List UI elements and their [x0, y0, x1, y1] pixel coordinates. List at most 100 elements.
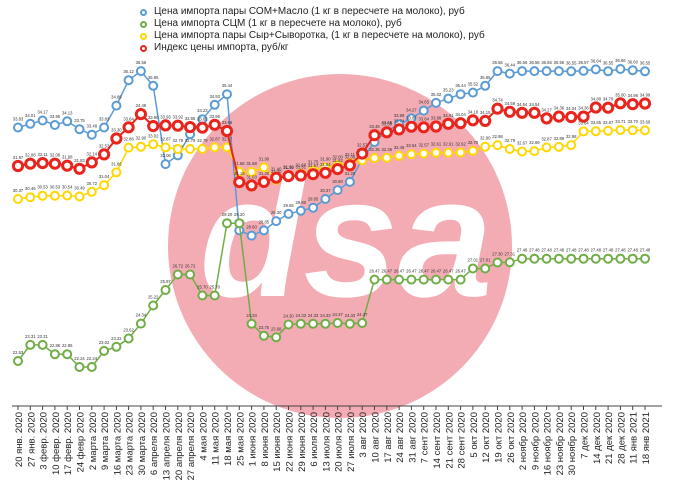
data-label: 30.72	[87, 181, 98, 186]
data-point	[122, 121, 135, 134]
data-point	[110, 132, 123, 145]
x-tick-label: 30 марта 2020	[137, 412, 148, 475]
data-label: 32.57	[418, 143, 429, 148]
data-label: 31.75	[308, 160, 319, 165]
data-label: 32.79	[505, 138, 516, 143]
data-label: 34.23	[197, 108, 208, 113]
x-tick-label: 18 мая 2020	[223, 412, 234, 466]
data-label: 34.15	[480, 110, 491, 115]
x-tick-label: 1 июня 2020	[248, 412, 259, 467]
x-tick-label: 17 авг 2020	[383, 412, 394, 463]
data-label: 26.47	[382, 269, 393, 274]
data-label: 32.87	[160, 136, 171, 141]
data-point	[491, 102, 504, 115]
data-label: 33.70	[627, 119, 638, 124]
data-point	[566, 140, 577, 151]
data-point	[73, 162, 86, 175]
data-label: 31.68	[234, 161, 245, 166]
data-label: 33.67	[603, 120, 614, 125]
data-point	[394, 274, 405, 285]
data-label: 31.30	[271, 169, 282, 174]
series-line	[17, 68, 646, 237]
x-tick-label: 28 дек 2020	[616, 412, 627, 464]
data-label: 33.84	[418, 116, 429, 121]
data-label: 26.72	[185, 264, 196, 269]
data-point	[455, 89, 466, 100]
data-point	[74, 362, 85, 372]
data-label: 23.31	[25, 334, 36, 339]
data-label: 31.04	[99, 174, 110, 179]
data-label: 36.56	[554, 60, 565, 65]
data-label: 22.86	[50, 343, 61, 348]
data-point	[627, 65, 638, 76]
data-point	[295, 318, 306, 329]
x-tick-label: 26 окт 2020	[506, 412, 517, 463]
data-point	[553, 253, 564, 264]
data-label: 24.33	[345, 313, 356, 318]
data-label: 34.89	[111, 95, 122, 100]
data-label: 36.56	[517, 60, 528, 65]
data-label: 32.87	[541, 136, 552, 141]
data-label: 33.75	[74, 118, 85, 123]
data-point	[517, 66, 528, 77]
data-point	[541, 142, 552, 153]
series-2: 30.37 30.46 30.53 30.53 30.54 30.4930.7231.04…	[13, 119, 651, 204]
data-label: 34.80	[591, 97, 602, 102]
data-label: 35.44	[222, 83, 233, 88]
data-point	[344, 176, 355, 187]
data-label: 25.22	[148, 295, 159, 300]
legend-marker-icon	[140, 44, 147, 52]
data-point	[492, 140, 503, 151]
data-point	[406, 274, 417, 285]
x-tick-label: 4 мая 2020	[198, 412, 209, 461]
data-label: 34.04	[455, 112, 466, 117]
data-point	[209, 142, 220, 153]
legend-item-som-butter: Цена импорта пары СОМ+Масло (1 кг в пере…	[140, 6, 485, 18]
data-point	[590, 253, 601, 264]
data-label: 22.86	[62, 343, 73, 348]
data-label: 36.12	[123, 69, 134, 74]
data-label: 36.55	[640, 60, 651, 65]
data-label: 22.53	[13, 350, 24, 355]
data-point	[517, 253, 528, 264]
data-point	[160, 285, 171, 295]
x-tick-label: 23 ноябр 2020	[555, 412, 566, 475]
data-point	[528, 106, 541, 119]
data-label: 27.48	[627, 248, 638, 253]
data-label: 32.86	[123, 137, 134, 142]
data-point	[86, 362, 97, 372]
data-point	[271, 332, 282, 343]
data-point	[566, 66, 577, 77]
data-label: 33.64	[578, 120, 589, 125]
legend: Цена импорта пары СОМ+Масло (1 кг в пере…	[140, 6, 485, 54]
data-point	[258, 162, 269, 173]
data-label: 36.56	[492, 60, 503, 65]
data-label: 24.33	[320, 313, 331, 318]
data-point	[418, 148, 429, 159]
data-label: 32.69	[529, 140, 540, 145]
data-point	[418, 274, 429, 285]
data-point	[381, 274, 392, 285]
x-tick-label: 7 дек 2020	[580, 412, 591, 459]
x-tick-label: 31 авг 2020	[407, 412, 418, 463]
data-label: 32.53	[99, 143, 110, 148]
data-point	[381, 152, 392, 163]
data-point	[295, 205, 306, 216]
data-label: 32.90	[136, 136, 147, 141]
series-line	[17, 222, 645, 368]
data-label: 32.70	[468, 140, 479, 145]
data-label: 26.47	[418, 269, 429, 274]
data-point	[208, 118, 221, 131]
data-point	[99, 345, 110, 356]
data-label: 27.48	[578, 248, 589, 253]
data-point	[614, 97, 627, 110]
data-label: 23.31	[37, 334, 48, 339]
data-label: 31.03	[246, 174, 257, 179]
data-label: 32.36	[382, 147, 393, 152]
data-point	[517, 146, 528, 157]
data-point	[640, 253, 650, 264]
data-label: 32.35	[369, 147, 380, 152]
data-label: 28.85	[259, 219, 270, 224]
data-point	[405, 120, 418, 133]
data-point	[37, 115, 48, 126]
